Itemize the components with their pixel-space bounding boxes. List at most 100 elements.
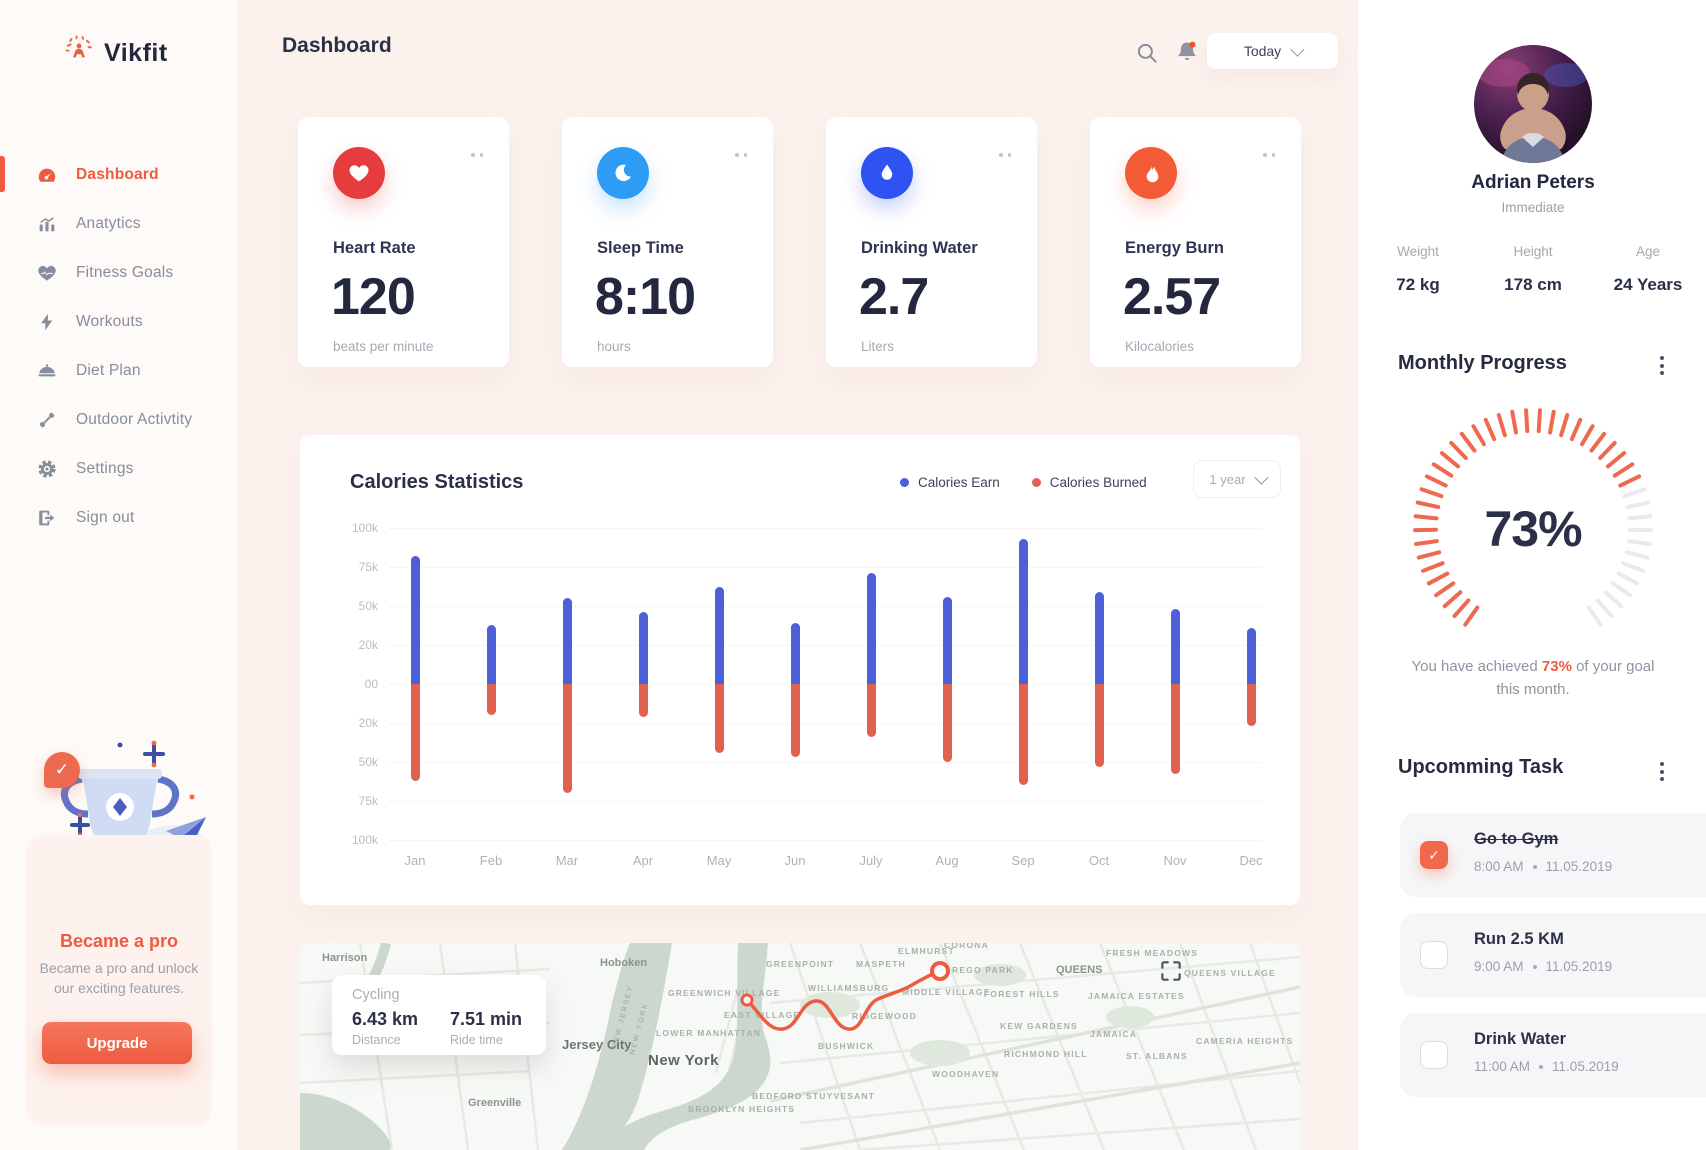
card-menu-icon[interactable] xyxy=(735,153,747,157)
stat-title: Sleep Time xyxy=(597,239,684,257)
upgrade-button[interactable]: Upgrade xyxy=(42,1022,192,1064)
heart-icon xyxy=(333,147,385,199)
map-label: Jersey City xyxy=(562,1037,632,1052)
stat-value: 2.57 xyxy=(1123,268,1221,326)
legend-item: Calories Earn xyxy=(900,475,1000,490)
cycling-stats-card: Cycling 6.43 km Distance 7.51 min Ride t… xyxy=(332,975,546,1055)
map-label: CORONA xyxy=(944,943,989,950)
period-selector-label: 1 year xyxy=(1209,471,1246,487)
bar-calories-earn-feb xyxy=(486,624,496,684)
legend-dot-icon xyxy=(900,478,909,487)
fullscreen-icon[interactable] xyxy=(1158,958,1184,984)
x-axis-label: Oct xyxy=(1088,853,1110,868)
sidebar-item-outdoor-activtity[interactable]: Outdoor Activtity xyxy=(0,395,238,444)
gridline xyxy=(390,762,1262,763)
card-menu-icon[interactable] xyxy=(471,153,483,157)
stat-card-heart-rate: Heart Rate 120 beats per minute xyxy=(298,117,509,367)
activity-title: Cycling xyxy=(352,987,400,1003)
metric-value: 24 Years xyxy=(1613,275,1683,294)
map-label: REGO PARK xyxy=(952,965,1014,975)
task-checkbox[interactable]: ✓ xyxy=(1420,841,1448,869)
promo-description: Became a pro and unlock our exciting fea… xyxy=(39,960,199,996)
dot-separator xyxy=(1532,964,1537,969)
card-menu-icon[interactable] xyxy=(999,153,1011,157)
progress-message: You have achieved 73% of your goal this … xyxy=(1411,658,1655,698)
x-axis-label: Feb xyxy=(479,853,503,868)
task-checkbox[interactable] xyxy=(1420,941,1448,969)
sidebar-item-fitness-goals[interactable]: Fitness Goals xyxy=(0,248,238,297)
task-time: 8:00 AM xyxy=(1474,859,1524,874)
sidebar-item-label: Settings xyxy=(76,459,134,477)
y-axis-label: 100k xyxy=(351,833,378,847)
bar-calories-earn-oct xyxy=(1094,591,1104,684)
bar-calories-earn-sep xyxy=(1018,538,1028,684)
sidebar-item-anatytics[interactable]: Anatytics xyxy=(0,199,238,248)
task-checkbox[interactable] xyxy=(1420,1041,1448,1069)
gridline xyxy=(390,840,1262,841)
notification-bell-icon[interactable] xyxy=(1174,39,1200,65)
y-axis-label: 50k xyxy=(358,755,378,769)
cycling-route-line xyxy=(745,969,942,1031)
task-date: 11.05.2019 xyxy=(1545,859,1613,874)
card-menu-icon[interactable] xyxy=(1263,153,1275,157)
period-selector-button[interactable]: 1 year xyxy=(1193,460,1281,498)
task-title: Drink Water xyxy=(1474,1030,1566,1048)
map-label: LOWER MANHATTAN xyxy=(656,1028,761,1038)
map-label: MIDDLE VILLAGE xyxy=(902,987,991,997)
bar-calories-earn-apr xyxy=(638,612,648,684)
progress-highlight: 73% xyxy=(1541,658,1572,675)
y-axis-label: 00 xyxy=(364,677,378,691)
bar-calories-burned-oct xyxy=(1094,684,1104,767)
sidebar-item-label: Anatytics xyxy=(76,214,141,232)
map-label: WILLIAMSBURG xyxy=(808,983,889,993)
y-axis-label: 50k xyxy=(358,599,378,613)
task-time: 11:00 AM xyxy=(1474,1059,1531,1074)
diet-icon xyxy=(36,360,58,382)
flame-icon xyxy=(1125,147,1177,199)
dashboard-icon xyxy=(36,164,58,186)
promo-title: Became a pro xyxy=(59,931,179,951)
chart-legend: Calories Earn Calories Burned xyxy=(900,475,1147,490)
progress-gauge xyxy=(1403,398,1663,658)
x-axis-label: Mar xyxy=(555,853,579,868)
page-title: Dashboard xyxy=(282,34,392,57)
stat-title: Drinking Water xyxy=(861,239,978,257)
gear-icon xyxy=(36,458,58,480)
stat-title: Heart Rate xyxy=(333,239,416,257)
monthly-progress-menu-icon[interactable] xyxy=(1656,352,1668,379)
task-title: Run 2.5 KM xyxy=(1474,930,1564,948)
map-label: QUEENS xyxy=(1056,964,1102,976)
distance-value: 6.43 km xyxy=(352,1009,419,1029)
task-schedule: 9:00 AM 11.05.2019 xyxy=(1474,959,1612,974)
avatar[interactable] xyxy=(1474,45,1592,163)
calories-statistics-card: Calories Statistics Calories Earn Calorie… xyxy=(300,435,1300,905)
sidebar-item-diet-plan[interactable]: Diet Plan xyxy=(0,346,238,395)
sidebar-item-workouts[interactable]: Workouts xyxy=(0,297,238,346)
sidebar-item-sign-out[interactable]: Sign out xyxy=(0,493,238,542)
gridline xyxy=(390,567,1262,568)
ride-time-value: 7.51 min xyxy=(450,1009,523,1029)
x-axis-label: Dec xyxy=(1239,853,1263,868)
bar-calories-burned-feb xyxy=(486,684,496,716)
map-label: ELMHURST xyxy=(898,946,955,956)
date-filter-button[interactable]: Today xyxy=(1207,33,1338,69)
sidebar-item-settings[interactable]: Settings xyxy=(0,444,238,493)
upcoming-task-menu-icon[interactable] xyxy=(1656,758,1668,785)
analytics-icon xyxy=(36,213,58,235)
map-label: BEDFORD STUYVESANT xyxy=(752,1091,875,1101)
ride-time-label: Ride time xyxy=(450,1033,503,1047)
stat-value: 8:10 xyxy=(595,268,696,326)
map-label: JAMAICA ESTATES xyxy=(1088,991,1185,1001)
bar-calories-burned-may xyxy=(714,684,724,753)
profile-status: Immediate xyxy=(1501,200,1565,215)
stat-value: 2.7 xyxy=(859,268,929,326)
bar-calories-burned-sep xyxy=(1018,684,1028,786)
map-label: CAMERIA HEIGHTS xyxy=(1196,1036,1294,1046)
profile-name: Adrian Peters xyxy=(1471,172,1595,193)
legend-dot-icon xyxy=(1031,478,1041,487)
sidebar-item-label: Diet Plan xyxy=(76,361,141,379)
legend-label: Calories Earn xyxy=(918,475,1000,490)
search-icon[interactable] xyxy=(1134,40,1160,66)
sidebar-item-dashboard[interactable]: Dashboard xyxy=(0,150,238,199)
dumbbell-icon xyxy=(36,409,58,431)
